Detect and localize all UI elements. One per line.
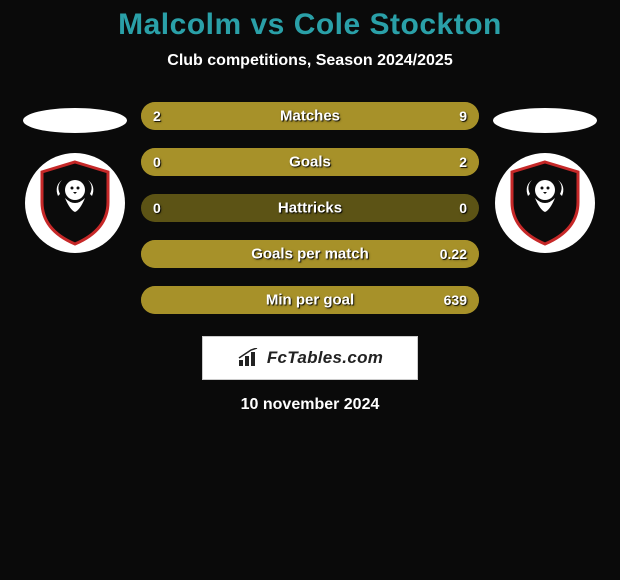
stat-value-left: 0 bbox=[153, 200, 161, 216]
stats-column: Matches 2 9 Goals 0 2 Hattricks 0 0 Goals per mat… bbox=[141, 102, 479, 314]
stat-row: Hattricks 0 0 bbox=[141, 194, 479, 222]
left-player-club-badge bbox=[25, 153, 125, 253]
stat-value-right: 0 bbox=[459, 200, 467, 216]
right-player-photo-placeholder bbox=[493, 108, 597, 133]
stat-row: Goals 0 2 bbox=[141, 148, 479, 176]
bars-icon bbox=[237, 348, 261, 368]
stat-value-right: 2 bbox=[459, 154, 467, 170]
left-player-photo-placeholder bbox=[23, 108, 127, 133]
stat-label: Min per goal bbox=[266, 292, 354, 309]
brand-box[interactable]: FcTables.com bbox=[202, 336, 418, 380]
brand-text: FcTables.com bbox=[267, 348, 383, 368]
subtitle: Club competitions, Season 2024/2025 bbox=[0, 52, 620, 70]
page-title: Malcolm vs Cole Stockton bbox=[0, 8, 620, 42]
stat-value-right: 0.22 bbox=[440, 246, 467, 262]
stat-row: Min per goal 639 bbox=[141, 286, 479, 314]
stat-label: Hattricks bbox=[278, 200, 342, 217]
stat-bar-left bbox=[141, 102, 202, 130]
comparison-main: Matches 2 9 Goals 0 2 Hattricks 0 0 Goals per mat… bbox=[0, 102, 620, 314]
stat-value-right: 639 bbox=[444, 292, 467, 308]
right-player-club-badge bbox=[495, 153, 595, 253]
stat-row: Matches 2 9 bbox=[141, 102, 479, 130]
right-player-col bbox=[493, 102, 597, 253]
stat-label: Goals bbox=[289, 154, 331, 171]
stat-row: Goals per match 0.22 bbox=[141, 240, 479, 268]
date-text: 10 november 2024 bbox=[241, 396, 380, 414]
stat-value-left: 0 bbox=[153, 154, 161, 170]
shield-icon bbox=[508, 160, 582, 246]
shield-icon bbox=[38, 160, 112, 246]
stat-value-right: 9 bbox=[459, 108, 467, 124]
stat-bar-right bbox=[202, 102, 479, 130]
stat-label: Matches bbox=[280, 108, 340, 125]
stat-label: Goals per match bbox=[251, 246, 369, 263]
stat-value-left: 2 bbox=[153, 108, 161, 124]
footer: FcTables.com 10 november 2024 bbox=[0, 336, 620, 414]
left-player-col bbox=[23, 102, 127, 253]
